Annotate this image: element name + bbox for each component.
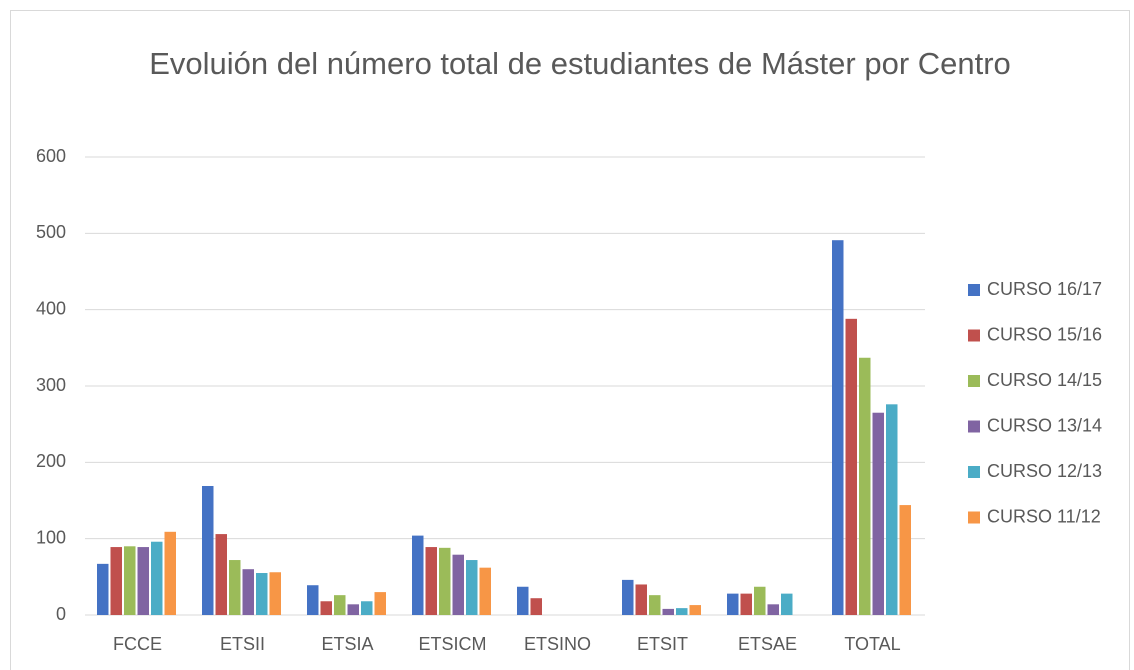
bar — [307, 585, 319, 615]
bar — [151, 541, 163, 615]
bar — [727, 593, 739, 615]
bar — [334, 595, 346, 615]
legend-label: CURSO 15/16 — [987, 324, 1102, 344]
bar — [269, 572, 281, 615]
bar — [425, 547, 437, 615]
bar — [649, 595, 661, 615]
x-tick-label: ETSII — [220, 634, 265, 654]
bar — [202, 485, 214, 615]
bar — [781, 593, 793, 615]
bar — [899, 505, 911, 615]
bar — [320, 601, 332, 615]
bar — [412, 535, 424, 615]
bar — [886, 404, 898, 615]
bar — [229, 560, 241, 615]
bar — [676, 608, 688, 615]
bar — [832, 240, 844, 615]
bar — [124, 546, 136, 615]
bar — [859, 357, 871, 615]
chart-frame — [10, 10, 1130, 670]
x-tick-label: ETSINO — [524, 634, 591, 654]
bar — [466, 560, 478, 615]
x-tick-label: ETSAE — [738, 634, 797, 654]
bar — [347, 604, 359, 615]
bar — [479, 567, 491, 615]
y-tick-label: 400 — [36, 298, 66, 318]
y-tick-label: 500 — [36, 222, 66, 242]
x-tick-label: ETSIA — [321, 634, 373, 654]
bar — [767, 604, 779, 615]
y-tick-label: 200 — [36, 451, 66, 471]
legend-label: CURSO 11/12 — [987, 506, 1101, 526]
bar — [137, 547, 149, 615]
legend-label: CURSO 14/15 — [987, 370, 1102, 390]
bar — [361, 601, 373, 615]
legend-swatch — [968, 329, 980, 342]
bar — [164, 531, 176, 615]
bar — [97, 563, 109, 615]
bar — [845, 318, 857, 615]
bar — [439, 547, 451, 615]
x-tick-label: FCCE — [113, 634, 162, 654]
legend-swatch — [968, 375, 980, 387]
bar — [215, 534, 227, 615]
bar — [689, 605, 701, 615]
legend-label: CURSO 12/13 — [987, 461, 1102, 481]
y-tick-label: 300 — [36, 375, 66, 395]
bar — [740, 593, 752, 615]
bar — [872, 412, 884, 615]
bar — [622, 579, 634, 615]
x-tick-label: TOTAL — [844, 634, 900, 654]
y-tick-label: 100 — [36, 527, 66, 547]
x-tick-label: ETSIT — [637, 634, 688, 654]
bar — [452, 554, 464, 615]
legend-label: CURSO 16/17 — [987, 279, 1102, 299]
legend-label: CURSO 13/14 — [987, 415, 1102, 435]
bar — [530, 598, 542, 615]
bar — [754, 586, 766, 615]
y-tick-label: 600 — [36, 146, 66, 166]
legend-swatch — [968, 284, 980, 296]
bar — [662, 608, 674, 615]
legend-swatch — [968, 466, 980, 478]
bar — [242, 569, 254, 615]
bar — [110, 547, 122, 615]
legend-swatch — [968, 511, 980, 524]
chart-title: Evoluión del número total de estudiantes… — [149, 46, 1011, 81]
y-tick-label: 0 — [56, 604, 66, 624]
bar — [256, 573, 268, 615]
legend-swatch — [968, 420, 980, 433]
x-tick-label: ETSICM — [418, 634, 486, 654]
bar — [374, 592, 386, 615]
bar — [635, 584, 647, 615]
bar — [517, 586, 529, 615]
